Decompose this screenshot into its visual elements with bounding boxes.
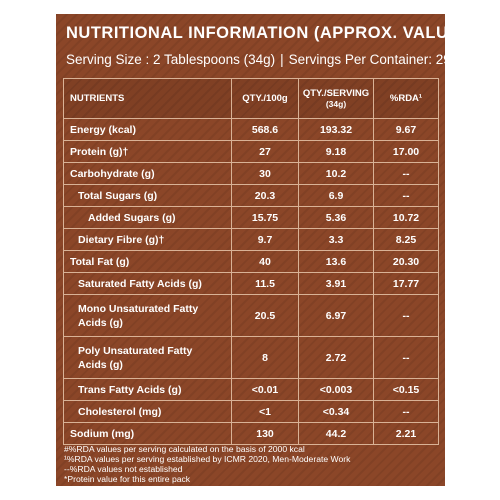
qty-per-100g: 130 [231, 422, 299, 445]
nutrient-name: Total Sugars (g) [63, 184, 232, 207]
table-row: Added Sugars (g) 15.75 5.36 10.72 [63, 206, 439, 229]
qty-per-serving: 6.9 [298, 184, 374, 207]
table-header-row: NUTRIENTS QTY./100g QTY./SERVING (34g) %… [63, 78, 439, 119]
rda-value: 2.21 [373, 422, 439, 445]
qty-per-serving: 3.91 [298, 272, 374, 295]
qty-per-serving: 6.97 [298, 294, 374, 337]
table-row: Dietary Fibre (g)† 9.7 3.3 8.25 [63, 228, 439, 251]
qty-per-100g: 568.6 [231, 118, 299, 141]
nutrient-name: Saturated Fatty Acids (g) [63, 272, 232, 295]
qty-per-100g: 27 [231, 140, 299, 163]
nutrient-name: Total Fat (g) [63, 250, 232, 273]
qty-per-100g: 40 [231, 250, 299, 273]
nutrient-name: Mono Unsaturated Fatty Acids (g) [63, 294, 232, 337]
rda-value: -- [373, 400, 439, 423]
footnote: --%RDA values not established [64, 464, 183, 474]
nutrition-panel: NUTRITIONAL INFORMATION (APPROX. VALUES)… [56, 14, 484, 486]
table-row: Carbohydrate (g) 30 10.2 -- [63, 162, 439, 185]
nutrient-name: Added Sugars (g) [63, 206, 232, 229]
rda-value: -- [373, 162, 439, 185]
rda-value: -- [373, 184, 439, 207]
footnote: *Protein value for this entire pack [64, 474, 191, 484]
qty-per-100g: 30 [231, 162, 299, 185]
rda-value: -- [373, 294, 439, 337]
qty-per-100g: <1 [231, 400, 299, 423]
rda-value: <0.15 [373, 378, 439, 401]
footnote: #%RDA values per serving calculated on t… [64, 444, 305, 454]
qty-per-serving: 5.36 [298, 206, 374, 229]
qty-per-100g: 20.3 [231, 184, 299, 207]
nutrient-name: Poly Unsaturated Fatty Acids (g) [63, 336, 232, 379]
table-row: Poly Unsaturated Fatty Acids (g) 8 2.72 … [63, 336, 439, 379]
header-qty-serving-label: QTY./SERVING [302, 88, 370, 99]
qty-per-serving: 9.18 [298, 140, 374, 163]
nutrition-table: NUTRIENTS QTY./100g QTY./SERVING (34g) %… [63, 78, 439, 445]
qty-per-100g: 11.5 [231, 272, 299, 295]
nutrient-name: Energy (kcal) [63, 118, 232, 141]
nutrient-name: Trans Fatty Acids (g) [63, 378, 232, 401]
rda-value: 10.72 [373, 206, 439, 229]
serving-info: Serving Size : 2 Tablespoons (34g) | Servi… [66, 50, 451, 70]
footnotes: #%RDA values per serving calculated on t… [64, 444, 440, 484]
qty-per-100g: <0.01 [231, 378, 299, 401]
nutrient-name: Sodium (mg) [63, 422, 232, 445]
nutrient-name: Dietary Fibre (g)† [63, 228, 232, 251]
qty-per-serving: 44.2 [298, 422, 374, 445]
header-nutrients: NUTRIENTS [63, 78, 232, 119]
header-rda: %RDA¹ [373, 78, 439, 119]
qty-per-serving: 3.3 [298, 228, 374, 251]
qty-per-serving: 193.32 [298, 118, 374, 141]
rda-value: 8.25 [373, 228, 439, 251]
serving-size: Serving Size : 2 Tablespoons (34g) [66, 52, 276, 67]
qty-per-100g: 8 [231, 336, 299, 379]
nutrient-name-line-2: Acids (g) [78, 358, 123, 371]
qty-per-100g: 20.5 [231, 294, 299, 337]
table-row: Sodium (mg) 130 44.2 2.21 [63, 422, 439, 445]
header-qty-serving: QTY./SERVING (34g) [298, 78, 374, 119]
nutrient-name: Protein (g)† [63, 140, 232, 163]
nutrient-name-line-1: Poly Unsaturated Fatty [78, 344, 193, 357]
table-row: Total Fat (g) 40 13.6 20.30 [63, 250, 439, 273]
nutrient-name-line-2: Acids (g) [78, 316, 123, 329]
qty-per-serving: 2.72 [298, 336, 374, 379]
table-row: Saturated Fatty Acids (g) 11.5 3.91 17.7… [63, 272, 439, 295]
table-row: Total Sugars (g) 20.3 6.9 -- [63, 184, 439, 207]
qty-per-serving: 13.6 [298, 250, 374, 273]
rda-value: 17.00 [373, 140, 439, 163]
servings-per-container: Servings Per Container: 29 [288, 52, 451, 67]
qty-per-serving: <0.34 [298, 400, 374, 423]
qty-per-serving: 10.2 [298, 162, 374, 185]
nutrition-table-wrapper: NUTRIENTS QTY./100g QTY./SERVING (34g) %… [63, 78, 439, 445]
rda-value: 20.30 [373, 250, 439, 273]
panel-title: NUTRITIONAL INFORMATION (APPROX. VALUES)… [66, 24, 484, 42]
table-row: Mono Unsaturated Fatty Acids (g) 20.5 6.… [63, 294, 439, 337]
rda-value: -- [373, 336, 439, 379]
rda-value: 17.77 [373, 272, 439, 295]
header-qty-100g: QTY./100g [231, 78, 299, 119]
qty-per-100g: 9.7 [231, 228, 299, 251]
qty-per-serving: <0.003 [298, 378, 374, 401]
footnote: ¹%RDA values per serving established by … [64, 454, 351, 464]
nutrient-name-line-1: Mono Unsaturated Fatty [78, 302, 199, 315]
nutrient-name: Cholesterol (mg) [63, 400, 232, 423]
table-row: Trans Fatty Acids (g) <0.01 <0.003 <0.15 [63, 378, 439, 401]
table-row: Cholesterol (mg) <1 <0.34 -- [63, 400, 439, 423]
table-row: Energy (kcal) 568.6 193.32 9.67 [63, 118, 439, 141]
serving-separator: | [280, 52, 284, 67]
rda-value: 9.67 [373, 118, 439, 141]
header-qty-serving-sub: (34g) [325, 99, 347, 109]
table-row: Protein (g)† 27 9.18 17.00 [63, 140, 439, 163]
nutrient-name: Carbohydrate (g) [63, 162, 232, 185]
qty-per-100g: 15.75 [231, 206, 299, 229]
